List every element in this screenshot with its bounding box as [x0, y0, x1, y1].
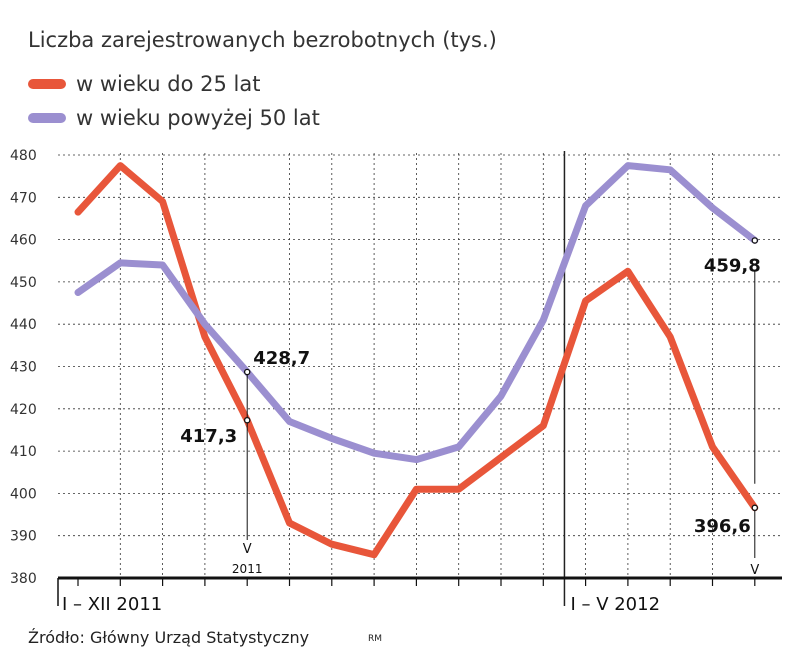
y-tick-label: 400	[10, 486, 37, 502]
data-label: 459,8	[704, 255, 761, 276]
y-tick-label: 460	[10, 233, 37, 249]
legend-label-under-25: w wieku do 25 lat	[76, 72, 261, 96]
data-point-marker	[243, 368, 251, 376]
y-tick-label: 450	[10, 275, 37, 291]
x-period-label-1: I – V 2012	[570, 594, 660, 615]
y-tick-label: 440	[10, 317, 37, 333]
chart-title: Liczba zarejestrowanych bezrobotnych (ty…	[28, 28, 497, 52]
y-tick-label: 390	[10, 529, 37, 545]
series-line-1	[74, 162, 759, 464]
annotation-month-2011: V	[243, 542, 252, 557]
legend-swatch-under-25	[28, 79, 66, 89]
y-tick-label: 380	[10, 571, 37, 587]
series-line-0	[74, 162, 759, 559]
data-label: 396,6	[694, 516, 751, 537]
y-tick-label: 410	[10, 444, 37, 460]
legend-item-under-25: w wieku do 25 lat	[28, 72, 260, 96]
annotation-month-2012: V	[750, 563, 759, 578]
x-period-label-0: I – XII 2011	[62, 594, 162, 615]
data-label: 417,3	[180, 426, 237, 447]
data-point-marker	[243, 416, 251, 424]
y-tick-label: 480	[10, 148, 37, 164]
legend-item-over-50: w wieku powyżej 50 lat	[28, 106, 320, 130]
data-label: 428,7	[253, 348, 310, 369]
y-tick-label: 420	[10, 402, 37, 418]
annotation-year-2011: 2011	[232, 562, 263, 576]
source-note: Źródło: Główny Urząd Statystyczny	[28, 628, 310, 647]
y-tick-label: 470	[10, 190, 37, 206]
legend-swatch-over-50	[28, 113, 66, 123]
author-credit: RM	[368, 634, 383, 644]
data-point-marker	[751, 504, 759, 512]
legend-label-over-50: w wieku powyżej 50 lat	[76, 106, 320, 130]
y-tick-label: 430	[10, 360, 37, 376]
data-point-marker	[751, 237, 759, 244]
